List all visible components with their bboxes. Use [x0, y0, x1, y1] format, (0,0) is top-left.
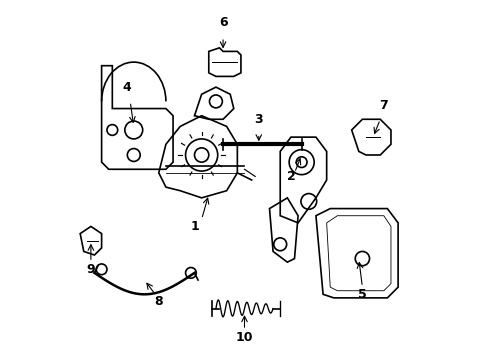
- Text: 8: 8: [154, 295, 163, 308]
- Text: 4: 4: [122, 81, 131, 94]
- Text: 3: 3: [254, 113, 263, 126]
- Text: 2: 2: [286, 170, 295, 183]
- Text: 5: 5: [357, 288, 366, 301]
- Text: 7: 7: [379, 99, 387, 112]
- Text: 1: 1: [190, 220, 199, 233]
- Text: 10: 10: [235, 331, 253, 344]
- Text: 6: 6: [218, 17, 227, 30]
- Text: 9: 9: [86, 263, 95, 276]
